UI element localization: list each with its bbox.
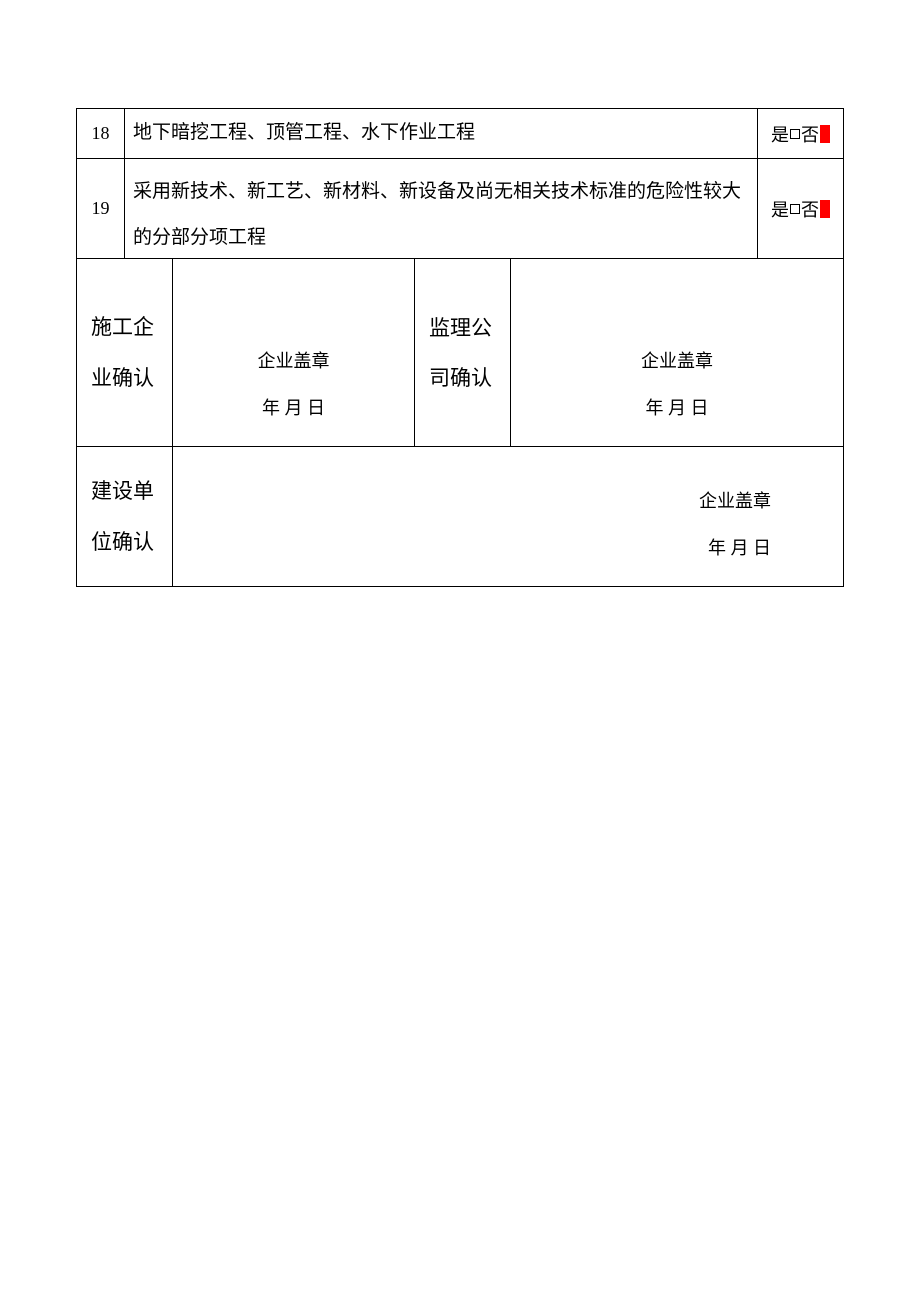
- date-text: 年 月 日: [262, 385, 325, 432]
- row-number: 18: [77, 109, 125, 158]
- form-table: 18 地下暗挖工程、顶管工程、水下作业工程 是否 19 采用新技术、新工艺、新材…: [76, 108, 844, 587]
- construction-confirm-label: 施工企业确认: [77, 259, 173, 446]
- row-number: 19: [77, 159, 125, 258]
- table-row: 19 采用新技术、新工艺、新材料、新设备及尚无相关技术标准的危险性较大的分部分项…: [77, 159, 844, 259]
- supervision-confirm-label: 监理公司确认: [415, 259, 511, 446]
- stamp-text: 企业盖章: [641, 338, 713, 385]
- signature-row: 建设单位确认 企业盖章 年 月 日: [77, 447, 844, 587]
- construction-stamp-area: 企业盖章 年 月 日: [173, 259, 415, 446]
- date-text: 年 月 日: [646, 385, 709, 432]
- row-description: 地下暗挖工程、顶管工程、水下作业工程: [125, 109, 758, 158]
- yes-label: 是: [771, 121, 789, 147]
- yes-label: 是: [771, 196, 789, 222]
- owner-stamp-area: 企业盖章 年 月 日: [173, 447, 844, 586]
- stamp-text: 企业盖章: [699, 478, 771, 525]
- signature-row: 施工企业确认 企业盖章 年 月 日 监理公司确认 企业盖章 年 月 日: [77, 259, 844, 447]
- owner-confirm-label: 建设单位确认: [77, 447, 173, 586]
- checkbox-no-highlighted[interactable]: [820, 125, 830, 143]
- stamp-text: 企业盖章: [258, 338, 330, 385]
- date-text: 年 月 日: [708, 525, 771, 572]
- checkbox-yes[interactable]: [790, 204, 800, 214]
- checkbox-no-highlighted[interactable]: [820, 200, 830, 218]
- row-description: 采用新技术、新工艺、新材料、新设备及尚无相关技术标准的危险性较大的分部分项工程: [125, 159, 758, 258]
- yes-no-cell: 是否: [758, 159, 844, 258]
- checkbox-yes[interactable]: [790, 129, 800, 139]
- yes-no-cell: 是否: [758, 109, 844, 158]
- table-row: 18 地下暗挖工程、顶管工程、水下作业工程 是否: [77, 109, 844, 159]
- no-label: 否: [801, 196, 819, 222]
- no-label: 否: [801, 121, 819, 147]
- supervision-stamp-area: 企业盖章 年 月 日: [511, 259, 844, 446]
